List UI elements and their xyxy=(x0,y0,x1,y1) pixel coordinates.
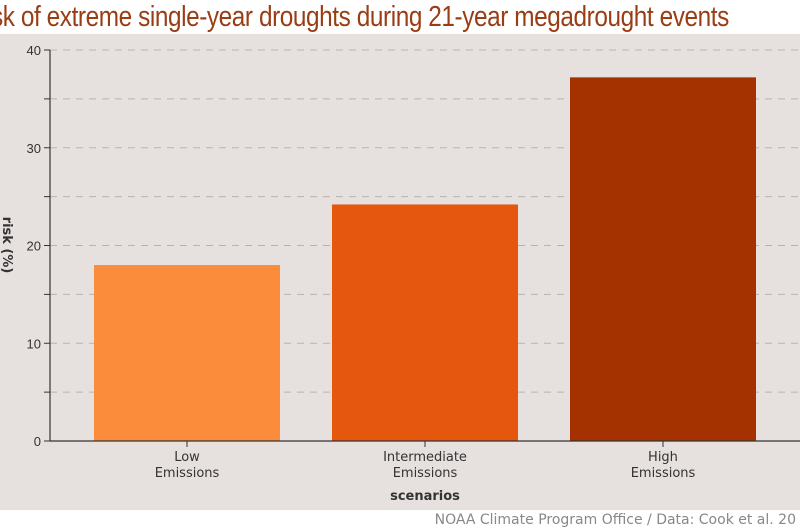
x-tick-label: Intermediate xyxy=(383,450,467,465)
y-tick-label: 10 xyxy=(27,336,41,351)
x-tick-label: Emissions xyxy=(155,466,220,481)
x-tick-label: Low xyxy=(174,450,200,465)
bar xyxy=(570,77,756,442)
credit: NOAA Climate Program Office / Data: Cook… xyxy=(434,512,796,528)
y-axis-label: risk (%) xyxy=(0,217,14,274)
x-tick-label: High xyxy=(648,450,678,465)
chart-title: isk of extreme single-year droughts duri… xyxy=(0,1,729,33)
y-tick-label: 0 xyxy=(34,434,41,449)
x-tick-label: Emissions xyxy=(631,466,696,481)
y-tick-label: 30 xyxy=(27,141,41,156)
x-axis-label: scenarios xyxy=(390,489,460,504)
bar xyxy=(332,204,518,441)
y-tick-label: 20 xyxy=(27,239,41,254)
y-tick-label: 40 xyxy=(27,43,41,58)
x-tick-label: Emissions xyxy=(393,466,458,481)
bar xyxy=(94,265,280,441)
